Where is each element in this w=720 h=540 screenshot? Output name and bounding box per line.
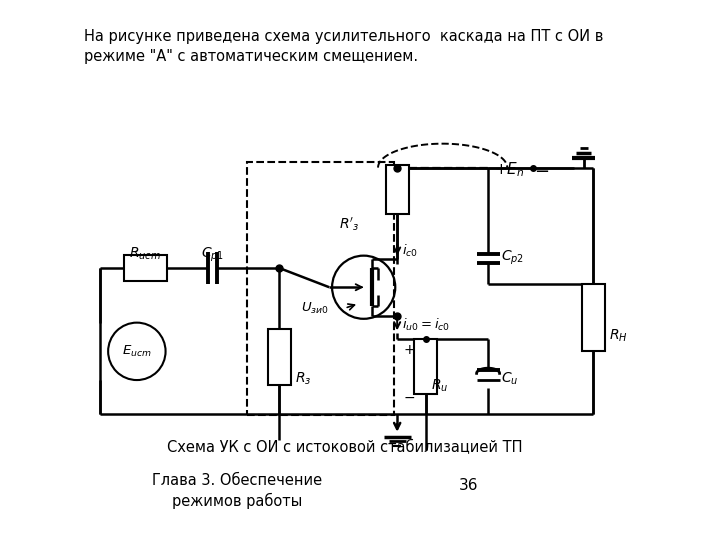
Text: $R_{ucm}$: $R_{ucm}$ xyxy=(130,245,161,261)
Text: $C_{p1}$: $C_{p1}$ xyxy=(201,246,224,265)
Text: $U_{зи0}$: $U_{зи0}$ xyxy=(302,301,329,316)
Text: 36: 36 xyxy=(459,478,479,492)
Text: $i_{c0}$: $i_{c0}$ xyxy=(402,243,418,259)
Text: Схема УК с ОИ с истоковой стабилизацией ТП: Схема УК с ОИ с истоковой стабилизацией … xyxy=(167,440,522,455)
Text: $R_H$: $R_H$ xyxy=(608,327,627,344)
Text: $+E_n$: $+E_n$ xyxy=(494,160,524,179)
Bar xyxy=(386,165,409,214)
Text: $C_{p2}$: $C_{p2}$ xyxy=(502,249,525,267)
Text: $i_{u0} = i_{c0}$: $i_{u0} = i_{c0}$ xyxy=(402,316,450,333)
Text: $R'_з$: $R'_з$ xyxy=(339,215,359,233)
Text: На рисунке приведена схема усилительного  каскада на ПТ с ОИ в
режиме "А" с авто: На рисунке приведена схема усилительного… xyxy=(84,29,603,64)
Text: $E_{ucm}$: $E_{ucm}$ xyxy=(122,344,152,359)
Text: $-$: $-$ xyxy=(402,390,415,404)
Bar xyxy=(125,255,166,281)
Text: $R_з$: $R_з$ xyxy=(294,370,311,387)
Text: $R_u$: $R_u$ xyxy=(431,377,448,394)
Text: Глава 3. Обеспечение
режимов работы: Глава 3. Обеспечение режимов работы xyxy=(153,473,323,509)
Bar xyxy=(247,162,395,415)
Text: $-$: $-$ xyxy=(534,160,549,179)
Text: $+$: $+$ xyxy=(402,343,415,357)
Bar xyxy=(415,339,437,394)
Bar xyxy=(582,285,605,352)
Text: $C_u$: $C_u$ xyxy=(502,370,519,387)
Bar xyxy=(268,329,291,385)
